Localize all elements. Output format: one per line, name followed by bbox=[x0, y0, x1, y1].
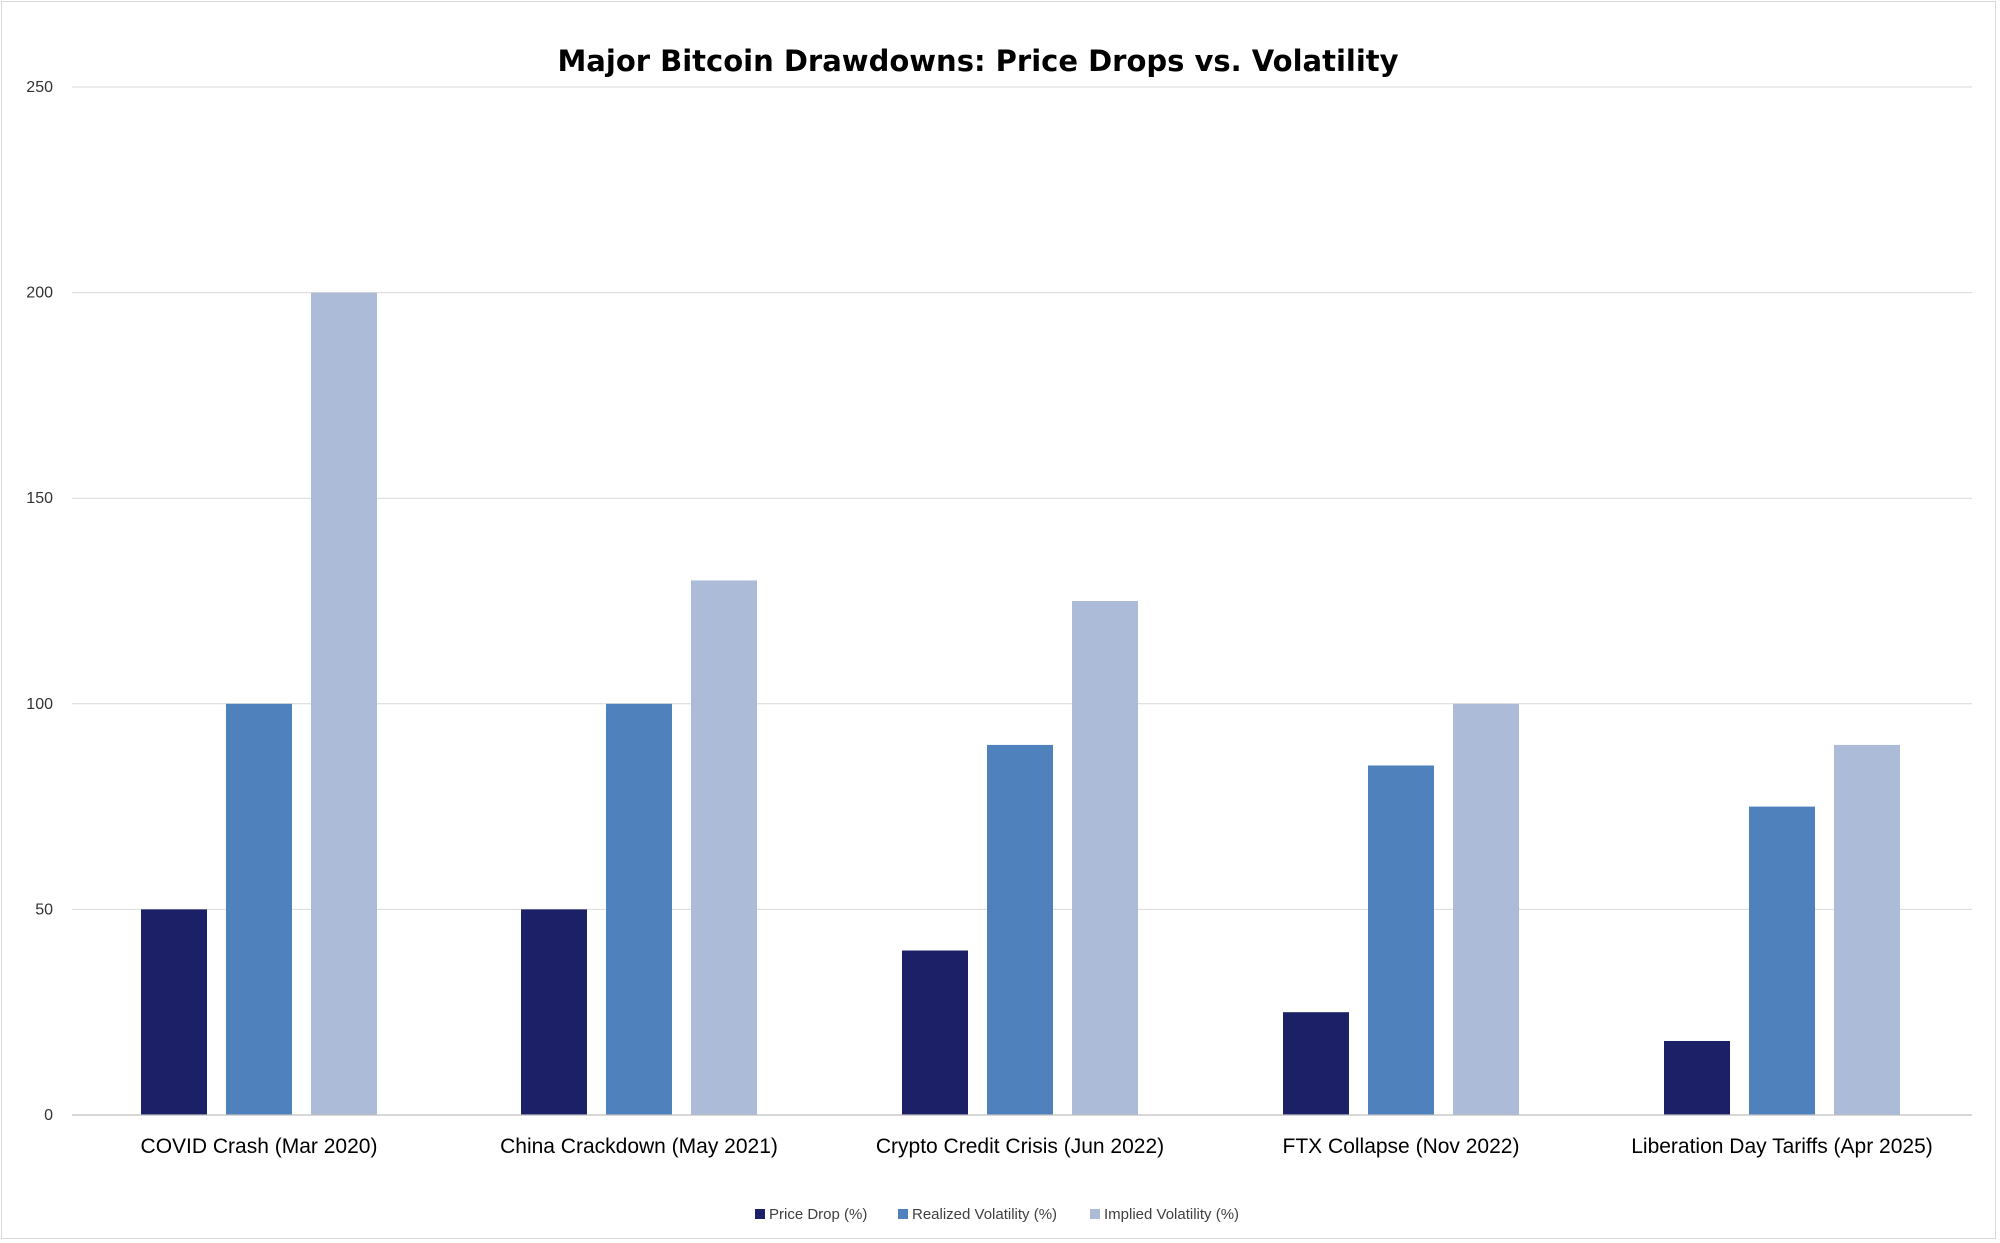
bar-implied-volatility bbox=[691, 580, 757, 1115]
bar-realized-volatility bbox=[987, 744, 1053, 1115]
legend-swatch bbox=[755, 1209, 765, 1219]
y-tick-label: 0 bbox=[44, 1107, 53, 1124]
legend-item: Price Drop (%) bbox=[755, 1206, 867, 1223]
y-tick-label: 200 bbox=[26, 285, 53, 302]
bar-price-drop bbox=[902, 950, 968, 1115]
bar-price-drop bbox=[521, 909, 587, 1115]
x-tick-label: Liberation Day Tariffs (Apr 2025) bbox=[1631, 1135, 1933, 1158]
chart-title: Major Bitcoin Drawdowns: Price Drops vs.… bbox=[557, 44, 1398, 78]
bar-implied-volatility bbox=[1453, 703, 1519, 1115]
bar-realized-volatility bbox=[226, 703, 292, 1115]
bar-realized-volatility bbox=[1749, 806, 1815, 1115]
x-tick-label: Crypto Credit Crisis (Jun 2022) bbox=[876, 1135, 1164, 1158]
bar-implied-volatility bbox=[311, 292, 377, 1116]
bar-implied-volatility bbox=[1834, 744, 1900, 1115]
legend-swatch bbox=[898, 1209, 908, 1219]
x-tick-label: China Crackdown (May 2021) bbox=[500, 1135, 778, 1158]
legend: Price Drop (%) Realized Volatility (%) Imp… bbox=[755, 1206, 1239, 1223]
bar-implied-volatility bbox=[1072, 601, 1138, 1115]
gridlines bbox=[72, 86, 1972, 910]
bar-price-drop bbox=[1664, 1040, 1730, 1115]
x-tick-label: COVID Crash (Mar 2020) bbox=[141, 1135, 378, 1158]
x-axis: COVID Crash (Mar 2020) China Crackdown (M… bbox=[141, 1135, 1933, 1158]
legend-label: Price Drop (%) bbox=[769, 1206, 867, 1223]
legend-item: Realized Volatility (%) bbox=[898, 1206, 1057, 1223]
legend-label: Implied Volatility (%) bbox=[1104, 1206, 1239, 1223]
bar-realized-volatility bbox=[606, 703, 672, 1115]
y-tick-label: 150 bbox=[26, 490, 53, 507]
legend-swatch bbox=[1090, 1209, 1100, 1219]
y-tick-label: 50 bbox=[35, 901, 53, 918]
legend-item: Implied Volatility (%) bbox=[1090, 1206, 1239, 1223]
x-tick-label: FTX Collapse (Nov 2022) bbox=[1283, 1135, 1520, 1158]
y-tick-label: 250 bbox=[26, 79, 53, 96]
y-tick-label: 100 bbox=[26, 696, 53, 713]
legend-label: Realized Volatility (%) bbox=[912, 1206, 1057, 1223]
bar-realized-volatility bbox=[1368, 765, 1434, 1115]
bar-price-drop bbox=[141, 909, 207, 1115]
y-axis: 0 50 100 150 200 250 bbox=[26, 79, 53, 1124]
bars bbox=[141, 292, 1900, 1116]
bar-price-drop bbox=[1283, 1012, 1349, 1115]
